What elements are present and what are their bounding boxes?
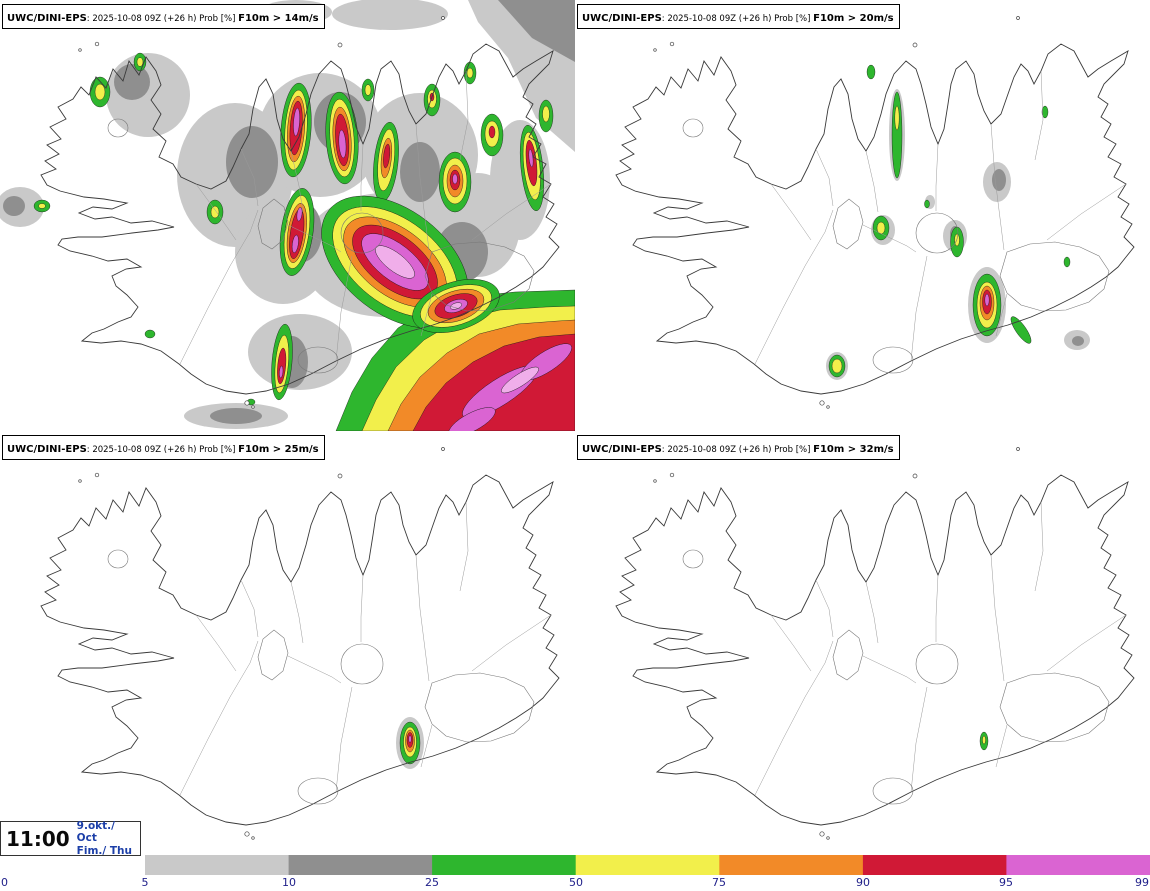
legend-seg-5-10 <box>145 855 289 875</box>
model-name: UWC/DINI-EPS <box>582 13 662 24</box>
prob-overlay-20ms <box>826 64 1090 380</box>
prob-overlay-32ms <box>979 731 989 751</box>
panel-title-32ms: UWC/DINI-EPS: 2025-10-08 09Z (+26 h) Pro… <box>577 435 900 460</box>
legend-tick: 99 <box>1135 876 1149 889</box>
iceland-map-20ms <box>575 0 1150 431</box>
panel-f10m-20ms: UWC/DINI-EPS: 2025-10-08 09Z (+26 h) Pro… <box>575 0 1150 431</box>
legend-seg-90-95 <box>862 855 1007 875</box>
panel-f10m-14ms: UWC/DINI-EPS: 2025-10-08 09Z (+26 h) Pro… <box>0 0 575 431</box>
valid-time: 11:00 <box>6 826 70 851</box>
legend-tick: 5 <box>141 876 149 889</box>
legend-seg-50-75 <box>575 855 720 875</box>
valid-date-bottom: Fim./ Thu <box>76 844 132 857</box>
model-name: UWC/DINI-EPS <box>7 444 87 455</box>
panel-f10m-25ms: UWC/DINI-EPS: 2025-10-08 09Z (+26 h) Pro… <box>0 431 575 862</box>
panel-f10m-32ms: UWC/DINI-EPS: 2025-10-08 09Z (+26 h) Pro… <box>575 431 1150 862</box>
legend-seg-25-50 <box>432 855 577 875</box>
model-name: UWC/DINI-EPS <box>582 444 662 455</box>
run-info: : 2025-10-08 09Z (+26 h) Prob [%] <box>86 445 239 455</box>
legend-seg-75-90 <box>719 855 864 875</box>
valid-date-top: 9.okt./ Oct <box>76 820 116 845</box>
threshold-label: F10m > 32m/s <box>813 444 894 455</box>
threshold-label: F10m > 25m/s <box>238 444 319 455</box>
legend-tick: 95 <box>999 876 1013 889</box>
legend-tick: 75 <box>712 876 726 889</box>
legend-tick: 50 <box>569 876 583 889</box>
panel-title-14ms: UWC/DINI-EPS: 2025-10-08 09Z (+26 h) Pro… <box>2 4 325 29</box>
threshold-label: F10m > 14m/s <box>238 13 319 24</box>
legend-tick: 90 <box>856 876 870 889</box>
iceland-map-32ms <box>575 431 1150 862</box>
run-info: : 2025-10-08 09Z (+26 h) Prob [%] <box>661 445 814 455</box>
threshold-label: F10m > 20m/s <box>813 13 894 24</box>
legend-seg-10-25 <box>288 855 433 875</box>
panel-title-25ms: UWC/DINI-EPS: 2025-10-08 09Z (+26 h) Pro… <box>2 435 325 460</box>
valid-date: 9.okt./ Oct Fim./ Thu <box>77 820 135 856</box>
run-info: : 2025-10-08 09Z (+26 h) Prob [%] <box>86 14 239 24</box>
probability-colorbar <box>145 855 1150 875</box>
legend-seg-95-99 <box>1006 855 1150 875</box>
iceland-map-25ms <box>0 431 575 862</box>
legend-tick: 25 <box>425 876 439 889</box>
run-info: : 2025-10-08 09Z (+26 h) Prob [%] <box>661 14 814 24</box>
panel-title-20ms: UWC/DINI-EPS: 2025-10-08 09Z (+26 h) Pro… <box>577 4 900 29</box>
iceland-map-14ms <box>0 0 575 431</box>
model-name: UWC/DINI-EPS <box>7 13 87 24</box>
map-grid: UWC/DINI-EPS: 2025-10-08 09Z (+26 h) Pro… <box>0 0 1150 862</box>
legend-tick: 0 <box>1 876 8 889</box>
legend-tick: 10 <box>282 876 296 889</box>
prob-overlay-25ms <box>396 717 424 769</box>
prob-overlay-14ms <box>0 0 575 431</box>
valid-time-box: 11:00 9.okt./ Oct Fim./ Thu <box>0 820 141 857</box>
